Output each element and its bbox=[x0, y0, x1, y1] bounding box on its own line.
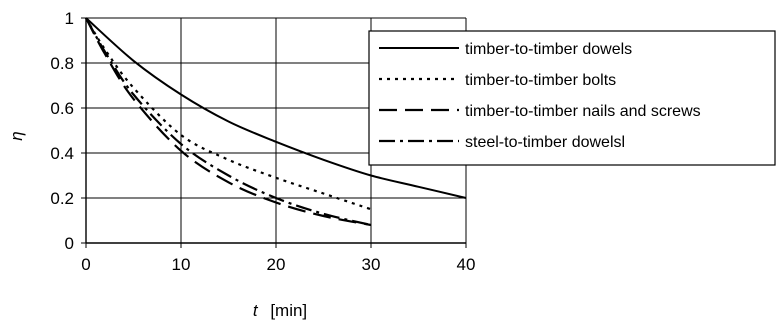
series-line-steel-dowels bbox=[85, 17, 372, 227]
series-line-bolts bbox=[85, 17, 372, 211]
y-tick-label: 0.8 bbox=[50, 54, 74, 73]
legend-label-steel-dowels: steel-to-timber dowelsl bbox=[465, 134, 625, 151]
x-axis-symbol: t bbox=[253, 301, 259, 320]
y-tick-label: 1 bbox=[65, 9, 74, 28]
x-tick-label: 20 bbox=[267, 255, 286, 274]
y-axis-title: η bbox=[7, 131, 26, 140]
x-axis-unit: [min] bbox=[270, 301, 307, 320]
legend: timber-to-timber dowels timber-to-timber … bbox=[368, 30, 776, 166]
legend-label-bolts: timber-to-timber bolts bbox=[465, 72, 616, 89]
axes bbox=[81, 17, 467, 248]
series-line-nails-screws bbox=[85, 17, 372, 227]
x-tick-label: 30 bbox=[362, 255, 381, 274]
series-line-dowels bbox=[85, 17, 467, 199]
legend-entries: timber-to-timber dowels timber-to-timber … bbox=[379, 41, 701, 151]
x-axis-title: t [min] bbox=[253, 301, 307, 320]
legend-label-nails-screws: timber-to-timber nails and screws bbox=[465, 103, 701, 120]
tick-labels: 0 10 20 30 40 0 0.2 0.4 0.6 0.8 1 bbox=[50, 9, 475, 274]
y-tick-label: 0.4 bbox=[50, 144, 74, 163]
x-tick-label: 0 bbox=[81, 255, 90, 274]
series-layer bbox=[85, 17, 467, 227]
y-tick-label: 0.2 bbox=[50, 189, 74, 208]
x-tick-label: 40 bbox=[457, 255, 476, 274]
y-tick-label: 0.6 bbox=[50, 99, 74, 118]
x-tick-label: 10 bbox=[172, 255, 191, 274]
legend-box bbox=[368, 30, 776, 166]
y-tick-label: 0 bbox=[65, 234, 74, 253]
legend-label-dowels: timber-to-timber dowels bbox=[465, 41, 632, 58]
